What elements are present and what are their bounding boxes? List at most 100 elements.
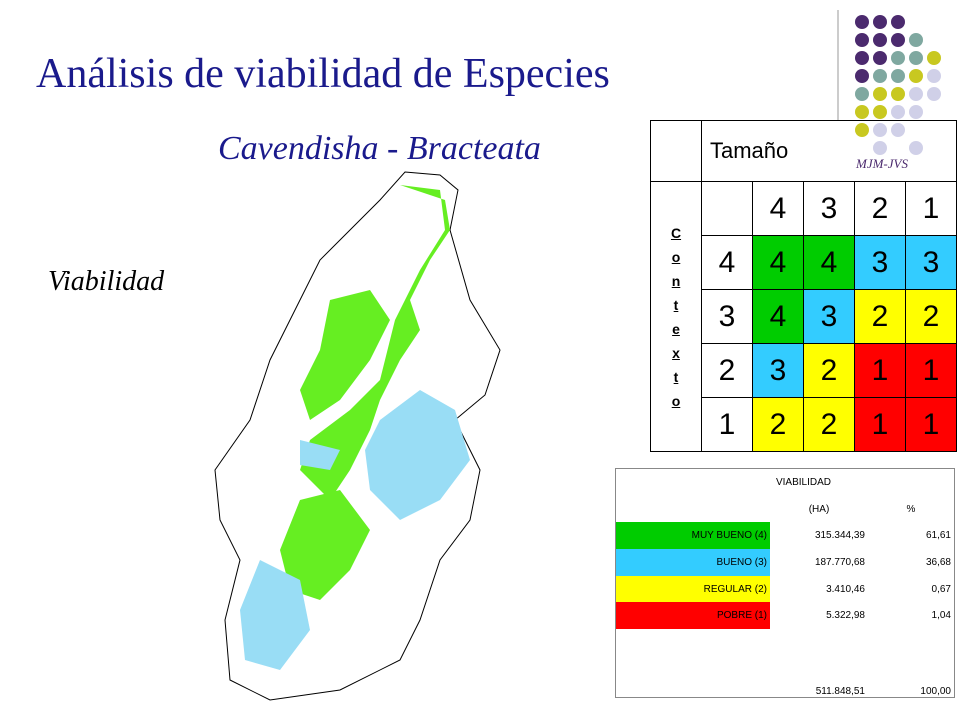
dot xyxy=(909,69,923,83)
row: Contexto 4 3 2 1 xyxy=(650,181,957,452)
map-blue xyxy=(300,440,340,470)
header: (HA) xyxy=(808,503,830,515)
map-green xyxy=(300,185,450,500)
header: % xyxy=(906,503,916,515)
viability-table: VIABILIDAD (HA)% MUY BUENO (4) 315.344,39 61… xyxy=(615,468,955,698)
dot xyxy=(891,69,905,83)
dot xyxy=(927,51,941,65)
hectares: 187.770,68 xyxy=(814,556,865,568)
dot xyxy=(909,51,923,65)
column-label: 3 xyxy=(803,181,855,236)
cell xyxy=(650,120,702,182)
column-header: Tamaño xyxy=(701,120,957,182)
matrix-cell: 3 xyxy=(854,235,906,290)
column-label: 4 xyxy=(752,181,804,236)
dot xyxy=(873,15,887,29)
cell xyxy=(616,670,771,697)
matrix-cell: 1 xyxy=(905,397,957,452)
matrix-cell: 1 xyxy=(854,343,906,398)
row-label: 1 xyxy=(701,397,753,452)
hectares: 3.410,46 xyxy=(826,583,865,595)
percent: 1,04 xyxy=(931,610,951,622)
cell xyxy=(616,496,771,523)
row: MUY BUENO (4) 315.344,39 61,61 xyxy=(615,522,955,550)
row: BUENO (3) 187.770,68 36,68 xyxy=(615,549,955,576)
class-label: BUENO (3) xyxy=(615,549,770,576)
matrix-cell: 2 xyxy=(752,397,804,452)
signature: MJM-JVS xyxy=(856,156,908,171)
matrix-cell: 2 xyxy=(854,289,906,344)
matrix-cell: 3 xyxy=(905,235,957,290)
row: VIABILIDAD xyxy=(616,469,955,496)
dot xyxy=(873,33,887,47)
percent: 0,67 xyxy=(931,583,951,595)
matrix-cell: 2 xyxy=(905,289,957,344)
dot xyxy=(891,105,905,119)
dot xyxy=(855,15,869,29)
class-label: MUY BUENO (4) xyxy=(615,522,770,550)
row-header: Contexto xyxy=(650,181,702,452)
percent: 36,68 xyxy=(925,556,951,568)
dot xyxy=(855,33,869,47)
cell xyxy=(616,629,955,670)
row: POBRE (1) 5.322,98 1,04 xyxy=(615,602,955,630)
dot xyxy=(873,105,887,119)
map-blue xyxy=(365,390,470,520)
cell xyxy=(701,181,753,236)
dot xyxy=(873,87,887,101)
row xyxy=(616,629,955,670)
dot xyxy=(891,15,905,29)
dot xyxy=(855,51,869,65)
dot xyxy=(855,87,869,101)
dot xyxy=(855,69,869,83)
dot xyxy=(873,51,887,65)
dot xyxy=(891,51,905,65)
dot xyxy=(891,87,905,101)
side-label: Viabilidad xyxy=(48,266,165,297)
map-green xyxy=(280,490,370,600)
class-label: POBRE (1) xyxy=(615,602,770,630)
class-label: REGULAR (2) xyxy=(615,575,770,603)
row-label: 3 xyxy=(701,289,753,344)
matrix-cell: 4 xyxy=(752,289,804,344)
map-blue xyxy=(240,560,310,670)
column-label: 1 xyxy=(905,181,957,236)
hectares: 315.344,39 xyxy=(814,530,865,542)
dot xyxy=(909,87,923,101)
matrix-cell: 1 xyxy=(905,343,957,398)
subtitle: Cavendisha - Bracteata xyxy=(218,130,541,167)
total-hectares: 511.848,51 xyxy=(815,686,865,697)
total-percent: 100,00 xyxy=(920,686,951,697)
matrix-cell: 1 xyxy=(854,397,906,452)
title: Análisis de viabilidad de Especies xyxy=(36,51,610,97)
viability-matrix: Tamaño Contexto 4 3 2 1 4 4 4 3 3 3 4 3 2 2 2 3 2 1 1 1 2 2 1 1 xyxy=(650,120,957,452)
row-label: 4 xyxy=(701,235,753,290)
row-label: 2 xyxy=(701,343,753,398)
row: Tamaño xyxy=(650,120,957,182)
map xyxy=(214,171,501,701)
dot xyxy=(909,33,923,47)
hectares: 5.322,98 xyxy=(826,610,865,622)
table-title: VIABILIDAD xyxy=(775,476,832,488)
row: REGULAR (2) 3.410,46 0,67 xyxy=(615,575,955,603)
matrix-cell: 3 xyxy=(803,289,855,344)
dot xyxy=(909,105,923,119)
map-green xyxy=(300,290,390,420)
dot xyxy=(873,69,887,83)
dot xyxy=(855,105,869,119)
dot xyxy=(891,33,905,47)
row: (HA)% xyxy=(616,496,955,523)
row: 511.848,51 100,00 xyxy=(616,670,955,697)
matrix-cell: 2 xyxy=(803,343,855,398)
matrix-cell: 4 xyxy=(803,235,855,290)
matrix-cell: 3 xyxy=(752,343,804,398)
column-label: 2 xyxy=(854,181,906,236)
dot xyxy=(927,69,941,83)
matrix-cell: 2 xyxy=(803,397,855,452)
matrix-cell: 4 xyxy=(752,235,804,290)
